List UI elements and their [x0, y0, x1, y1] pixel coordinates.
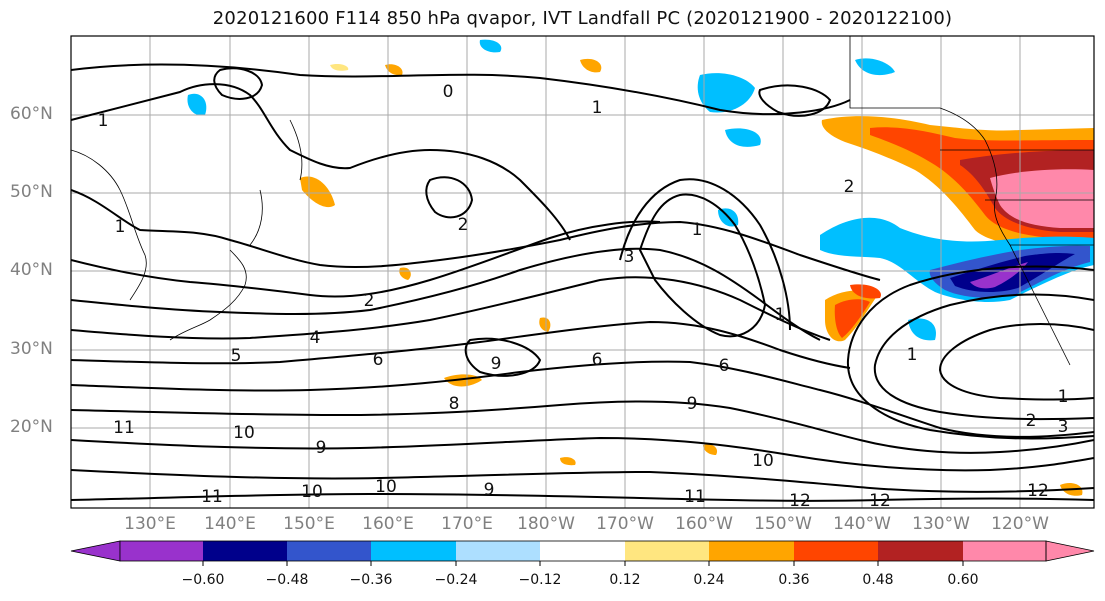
map-title: 2020121600 F114 850 hPa qvapor, IVT Land…	[212, 8, 953, 29]
colorbar-segment	[120, 541, 203, 561]
contour-label: 3	[1058, 417, 1069, 437]
colorbar-tick-label: −0.60	[181, 572, 225, 588]
lat-label-40n: 40°N	[10, 260, 53, 280]
contour-label: 9	[687, 394, 698, 414]
contour-label: 4	[310, 328, 321, 348]
contour-label: 1	[692, 220, 703, 240]
colorbar-segment	[878, 541, 963, 561]
colorbar-segment	[625, 541, 709, 561]
colorbar-tick-label: 0.48	[862, 572, 894, 588]
contour-label: 1	[115, 217, 126, 237]
colorbar-segment	[709, 541, 794, 561]
contour-label: 1	[775, 305, 786, 325]
contour-label: 1	[592, 98, 603, 118]
lon-label: 140°E	[204, 514, 256, 534]
contour-label: 2	[1026, 411, 1037, 431]
colorbar-tick-label: −0.36	[349, 572, 393, 588]
contour-label: 10	[752, 451, 774, 471]
contour-label-layer: 0 1 1 1 2 2 2 3 4 5 6 6 6 9 8 9 10 11 9 …	[98, 82, 1069, 511]
qvapor-contours	[71, 63, 1094, 502]
colorbar-tick-label: 0.60	[947, 572, 979, 588]
lon-label: 130°E	[124, 514, 176, 534]
contour-label: 12	[869, 491, 891, 511]
contour-label: 9	[491, 354, 502, 374]
colorbar-extend-low	[70, 540, 121, 562]
colorbar-tick-label: −0.48	[265, 572, 309, 588]
lat-label-20n: 20°N	[10, 417, 53, 437]
contour-label: 3	[624, 247, 635, 267]
colorbar-segment	[540, 541, 625, 561]
contour-label: 6	[373, 350, 384, 370]
lon-label: 170°E	[441, 514, 493, 534]
contour-label: 9	[316, 438, 327, 458]
lon-label: 120°W	[991, 514, 1049, 534]
contour-label: 12	[1027, 481, 1049, 501]
contour-label: 6	[592, 350, 603, 370]
lon-label: 130°W	[912, 514, 970, 534]
contour-label: 12	[789, 491, 811, 511]
contour-label: 11	[113, 418, 135, 438]
contour-label: 9	[484, 480, 495, 500]
contour-label: 1	[98, 111, 109, 131]
contour-label: 2	[364, 291, 375, 311]
graticule	[71, 36, 1094, 508]
lon-label: 160°W	[675, 514, 733, 534]
map-frame	[70, 35, 1095, 509]
contour-label: 10	[375, 477, 397, 497]
contour-label: 5	[231, 346, 242, 366]
colorbar-tick-label: 0.12	[609, 572, 641, 588]
contour-label: 11	[201, 487, 223, 507]
contour-label: 10	[301, 482, 323, 502]
colorbar-tick-label: 0.36	[778, 572, 810, 588]
lon-label: 160°E	[362, 514, 414, 534]
contour-label: 10	[233, 423, 255, 443]
colorbar-segment	[203, 541, 287, 561]
contour-label: 2	[458, 215, 469, 235]
lat-label-30n: 30°N	[10, 339, 53, 359]
contour-label: 6	[719, 356, 730, 376]
colorbar-tick-label: 0.24	[693, 572, 725, 588]
colorbar-tick-label: −0.12	[518, 572, 562, 588]
colorbar-tick-label: −0.24	[434, 572, 478, 588]
contour-label: 0	[443, 82, 454, 102]
contour-label: 1	[1058, 387, 1069, 407]
lat-label-60n: 60°N	[10, 104, 53, 124]
contour-label: 2	[844, 177, 855, 197]
colorbar-segment	[456, 541, 540, 561]
lon-label: 140°W	[833, 514, 891, 534]
colorbar	[70, 540, 1095, 566]
lon-label: 180°W	[517, 514, 575, 534]
colorbar-extend-high	[1045, 540, 1095, 562]
colorbar-segment	[794, 541, 878, 561]
lat-label-50n: 50°N	[10, 182, 53, 202]
lon-label: 150°E	[283, 514, 335, 534]
colorbar-segment	[963, 541, 1046, 561]
colorbar-segment	[287, 541, 371, 561]
lon-label: 150°W	[754, 514, 812, 534]
contour-label: 8	[449, 394, 460, 414]
contour-label: 1	[907, 345, 918, 365]
colorbar-segment	[371, 541, 456, 561]
contour-label: 11	[684, 487, 706, 507]
lon-label: 170°W	[596, 514, 654, 534]
